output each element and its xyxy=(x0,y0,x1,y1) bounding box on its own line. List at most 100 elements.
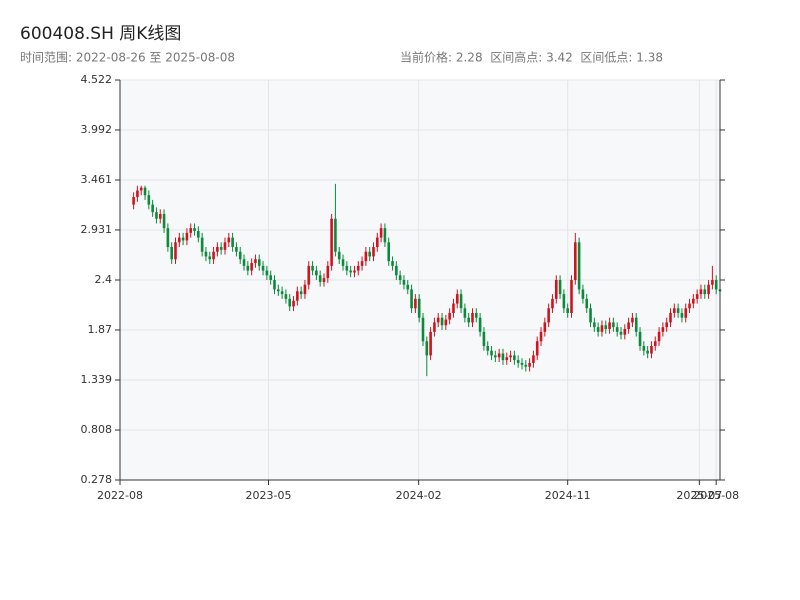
candle-body xyxy=(273,280,276,290)
candle-body xyxy=(181,237,185,241)
candle-body xyxy=(478,317,482,332)
candle-body xyxy=(189,228,193,233)
candle-body xyxy=(261,265,265,271)
candle-body xyxy=(486,345,490,351)
candle-body xyxy=(212,251,215,260)
candle-body xyxy=(395,265,398,276)
candle-body xyxy=(539,331,543,342)
candle-body xyxy=(490,350,493,356)
candle-body xyxy=(707,284,710,295)
candle-body xyxy=(467,317,470,323)
candle-body xyxy=(669,312,672,323)
candle-body xyxy=(257,259,261,266)
candle-body xyxy=(417,298,421,318)
candle-body xyxy=(223,242,227,250)
candle-body xyxy=(444,319,448,326)
candle-body xyxy=(307,265,311,285)
candle-body xyxy=(425,341,429,356)
x-tick-label: 2024-11 xyxy=(545,489,591,502)
candle-body xyxy=(657,331,661,342)
candle-body xyxy=(631,317,634,323)
candle-body xyxy=(551,298,554,309)
y-tick-label: 3.461 xyxy=(81,173,113,186)
candle-body xyxy=(593,322,596,328)
candle-body xyxy=(364,251,368,262)
candle-body xyxy=(463,308,467,318)
candle-body xyxy=(680,312,684,318)
chart-title: 600408.SH 周K线图 xyxy=(20,24,181,44)
candle-body xyxy=(577,242,581,290)
y-tick-label: 3.992 xyxy=(81,123,113,136)
candle-body xyxy=(684,308,688,318)
candle-body xyxy=(475,312,478,318)
candle-body xyxy=(528,362,531,367)
candle-body xyxy=(383,228,387,243)
candle-body xyxy=(330,218,333,266)
candle-body xyxy=(353,270,356,273)
candle-body xyxy=(676,308,680,313)
candle-body xyxy=(387,242,391,262)
candle-body xyxy=(280,291,284,295)
candle-body xyxy=(326,265,330,279)
candle-body xyxy=(265,270,269,276)
candle-body xyxy=(524,364,528,367)
candle-body xyxy=(612,322,615,328)
candle-body xyxy=(158,214,162,219)
candle-body xyxy=(714,280,718,290)
y-tick-label: 1.339 xyxy=(81,373,113,386)
candle-body xyxy=(296,291,299,301)
candle-body xyxy=(227,237,231,243)
candle-body xyxy=(177,237,181,243)
y-tick-label: 0.278 xyxy=(81,473,113,486)
candle-body xyxy=(554,280,558,299)
candle-body xyxy=(623,329,627,335)
candle-body xyxy=(174,242,177,260)
candle-body xyxy=(315,270,318,276)
candle-body xyxy=(238,251,242,260)
candle-body xyxy=(219,247,223,250)
candle-body xyxy=(516,360,520,363)
candle-body xyxy=(634,317,638,332)
candle-body xyxy=(509,355,512,358)
candle-body xyxy=(299,291,303,295)
candle-body xyxy=(356,265,360,271)
candle-body xyxy=(204,251,208,257)
candle-body xyxy=(513,355,516,361)
candle-body xyxy=(216,247,219,252)
candle-body xyxy=(532,355,535,363)
x-tick-label: 2024-02 xyxy=(396,489,442,502)
candle-body xyxy=(665,322,668,328)
candle-body xyxy=(170,247,173,260)
candle-body xyxy=(162,214,166,229)
candle-body xyxy=(589,308,592,323)
candle-body xyxy=(497,353,501,358)
candle-body xyxy=(520,362,524,365)
candle-body xyxy=(398,275,402,280)
candle-body xyxy=(459,294,463,309)
candle-body xyxy=(322,278,326,282)
y-tick-label: 2.4 xyxy=(95,273,113,286)
candle-body xyxy=(143,187,147,196)
candle-body xyxy=(311,265,314,271)
candle-body xyxy=(547,308,550,323)
candle-body xyxy=(292,300,295,307)
candle-body xyxy=(452,303,455,313)
candle-body xyxy=(185,232,189,241)
candle-body xyxy=(570,280,573,313)
candle-body xyxy=(231,237,234,248)
candle-body xyxy=(345,265,349,271)
x-tick-label: 2025-08 xyxy=(693,489,739,502)
candle-body xyxy=(482,331,486,346)
candle-body xyxy=(235,247,238,252)
candle-body xyxy=(688,303,691,309)
candle-body xyxy=(711,280,714,285)
candle-body xyxy=(646,350,649,354)
candle-body xyxy=(379,228,383,238)
candle-body xyxy=(535,341,539,356)
candle-body xyxy=(254,259,257,264)
candle-body xyxy=(288,298,292,307)
candle-body xyxy=(429,331,432,356)
candle-body xyxy=(501,353,505,361)
chart-stats: 当前价格: 2.28 区间高点: 3.42 区间低点: 1.38 xyxy=(400,50,663,65)
candle-body xyxy=(242,259,246,266)
